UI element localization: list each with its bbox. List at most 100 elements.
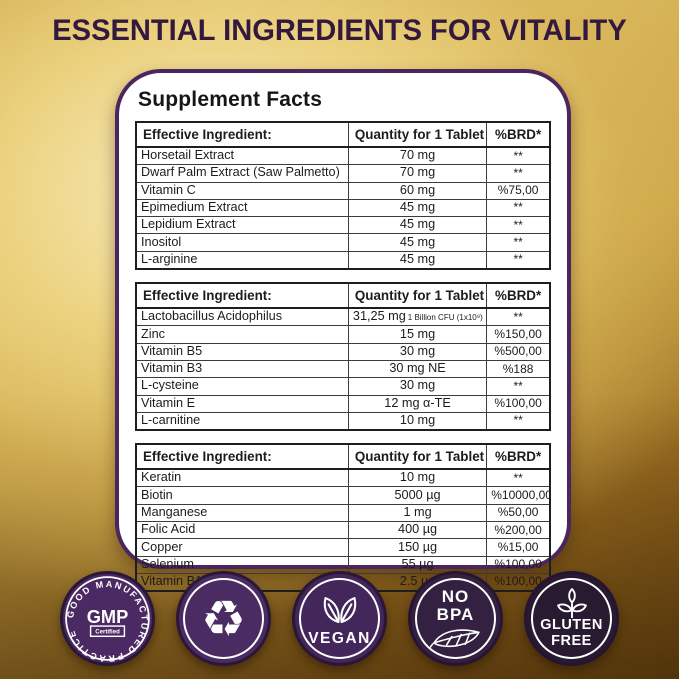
- table-row: Dwarf Palm Extract (Saw Palmetto) 70 mg **: [135, 164, 551, 183]
- table-row: Vitamin E 12 mg α-TE %100,00: [135, 394, 551, 413]
- gluten-free-badge: GLUTEN FREE: [524, 571, 619, 666]
- vegan-badge: VEGAN: [292, 571, 387, 666]
- quantity-value: 12 mg α-TE: [384, 395, 451, 410]
- table-header-row: Effective Ingredient: Quantity for 1 Tab…: [135, 282, 551, 310]
- ingredients-table-2: Effective Ingredient: Quantity for 1 Tab…: [135, 282, 551, 432]
- quantity-value: 400 µg: [398, 522, 438, 537]
- quantity-value: 45 mg: [399, 234, 436, 249]
- quantity-value: 15 mg: [399, 326, 436, 341]
- quantity-value: 31,25 mg: [352, 309, 406, 324]
- gmp-seal-icon: GOOD MANUFACTURED PRACTICE GMP Certified: [65, 576, 150, 663]
- table-row: Keratin 10 mg **: [135, 468, 551, 488]
- ingredient-cell: Biotin: [135, 486, 349, 505]
- quantity-cell: 15 mg: [347, 325, 488, 344]
- gluten-free-label-line2: FREE: [551, 632, 592, 649]
- quantity-cell: 10 mg: [347, 468, 488, 488]
- ingredient-cell: Vitamin B3: [135, 359, 349, 379]
- ingredient-cell: Epimedium Extract: [135, 198, 349, 218]
- brd-cell: %10000,00: [486, 486, 551, 505]
- table-row: Copper 150 µg %15,00: [135, 538, 551, 557]
- table-row: Selenium 55 µg %100,00: [135, 555, 551, 574]
- brd-cell: **: [486, 307, 551, 327]
- ingredient-cell: Vitamin B5: [135, 342, 349, 361]
- ingredients-table-1: Effective Ingredient: Quantity for 1 Tab…: [135, 121, 551, 271]
- quantity-cell: 45 mg: [347, 250, 488, 270]
- no-bpa-label-line1: NO: [441, 586, 470, 606]
- brd-cell: **: [486, 216, 551, 235]
- ingredient-cell: Lepidium Extract: [135, 216, 349, 235]
- quantity-value: 70 mg: [399, 148, 436, 163]
- supplement-facts-card: Supplement Facts Effective Ingredient: Q…: [115, 69, 571, 593]
- quantity-cell: 5000 µg: [347, 486, 488, 505]
- quantity-cell: 12 mg α-TE: [347, 394, 488, 413]
- leaf-icon: [429, 629, 480, 649]
- quantity-cell: 30 mg: [347, 342, 488, 361]
- brd-cell: **: [486, 198, 551, 218]
- ingredient-cell: Selenium: [135, 555, 349, 574]
- brd-cell: **: [486, 377, 551, 396]
- quantity-value: 30 mg: [399, 378, 436, 393]
- brd-cell: **: [486, 411, 551, 431]
- quantity-note: 1 Billion CFU (1x10⁹): [407, 313, 483, 323]
- quantity-cell: 30 mg NE: [347, 359, 488, 379]
- table-row: Folic Acid 400 µg %200,00: [135, 521, 551, 540]
- quantity-cell: 70 mg: [347, 146, 488, 166]
- column-header-ingredient: Effective Ingredient:: [135, 282, 349, 310]
- table-row: L-arginine 45 mg **: [135, 250, 551, 270]
- table-row: Vitamin B3 30 mg NE %188: [135, 359, 551, 379]
- quantity-value: 1 mg: [403, 504, 432, 519]
- quantity-value: 60 mg: [399, 182, 436, 197]
- brd-cell: **: [486, 146, 551, 166]
- brd-cell: **: [486, 233, 551, 252]
- table-row: Manganese 1 mg %50,00: [135, 503, 551, 523]
- vegan-leaves-icon: [323, 596, 356, 623]
- quantity-cell: 1 mg: [347, 503, 488, 523]
- quantity-cell: 31,25 mg 1 Billion CFU (1x10⁹): [347, 307, 488, 327]
- ingredient-cell: Dwarf Palm Extract (Saw Palmetto): [135, 164, 349, 183]
- table-row: Vitamin C 60 mg %75,00: [135, 181, 551, 200]
- quantity-value: 150 µg: [398, 539, 438, 554]
- vegan-label: VEGAN: [308, 629, 371, 647]
- quantity-cell: 45 mg: [347, 233, 488, 252]
- table-row: Epimedium Extract 45 mg **: [135, 198, 551, 218]
- quantity-cell: 10 mg: [347, 411, 488, 431]
- quantity-cell: 150 µg: [347, 538, 488, 557]
- quantity-cell: 60 mg: [347, 181, 488, 200]
- quantity-value: 10 mg: [399, 413, 436, 428]
- recycle-icon: ♻: [201, 589, 246, 648]
- table-header-row: Effective Ingredient: Quantity for 1 Tab…: [135, 443, 551, 471]
- brd-cell: %15,00: [486, 538, 551, 557]
- ingredient-cell: Vitamin C: [135, 181, 349, 200]
- brd-cell: **: [486, 250, 551, 270]
- quantity-cell: 45 mg: [347, 198, 488, 218]
- quantity-value: 30 mg: [399, 343, 436, 358]
- sprout-icon: [556, 588, 587, 619]
- column-header-quantity: Quantity for 1 Tablet: [347, 121, 488, 148]
- ingredient-cell: Zinc: [135, 325, 349, 344]
- column-header-ingredient: Effective Ingredient:: [135, 443, 349, 471]
- quantity-value: 45 mg: [399, 217, 436, 232]
- table-row: L-cysteine 30 mg **: [135, 377, 551, 396]
- column-header-quantity: Quantity for 1 Tablet: [347, 443, 488, 471]
- ingredient-cell: Inositol: [135, 233, 349, 252]
- ingredient-cell: Copper: [135, 538, 349, 557]
- certification-badges: GOOD MANUFACTURED PRACTICE GMP Certified…: [0, 571, 679, 666]
- table-row: Inositol 45 mg **: [135, 233, 551, 252]
- quantity-value: 70 mg: [399, 165, 436, 180]
- column-header-brd: %BRD*: [486, 443, 551, 471]
- table-row: Lactobacillus Acidophilus 31,25 mg 1 Billi…: [135, 307, 551, 327]
- brd-cell: **: [486, 468, 551, 488]
- gmp-certified-label: Certified: [95, 630, 120, 636]
- ingredient-cell: L-arginine: [135, 250, 349, 270]
- no-bpa-badge: NO BPA: [408, 571, 503, 666]
- table-row: Biotin 5000 µg %10000,00: [135, 486, 551, 505]
- ingredient-cell: L-cysteine: [135, 377, 349, 396]
- quantity-value: 5000 µg: [394, 487, 441, 502]
- brd-cell: %100,00: [486, 555, 551, 574]
- brd-cell: %50,00: [486, 503, 551, 523]
- column-header-brd: %BRD*: [486, 282, 551, 310]
- table-row: Lepidium Extract 45 mg **: [135, 216, 551, 235]
- quantity-value: 30 mg NE: [389, 361, 446, 376]
- brd-cell: %200,00: [486, 521, 551, 540]
